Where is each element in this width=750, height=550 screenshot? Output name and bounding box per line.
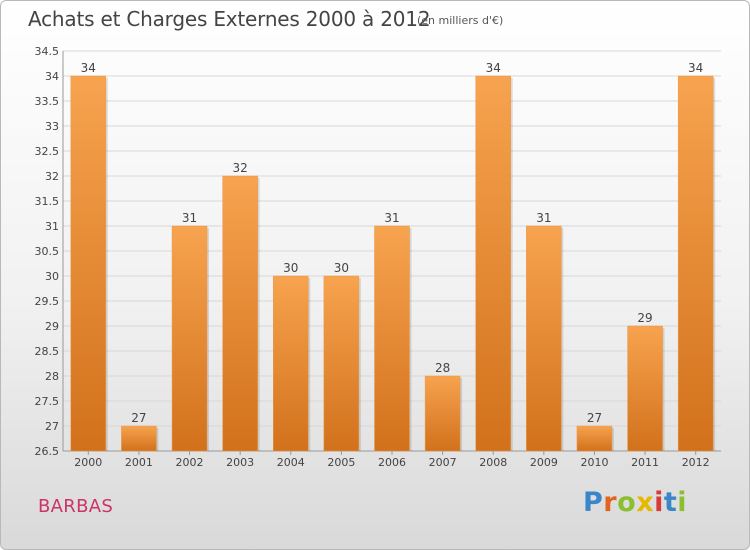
y-tick-label: 31.5 (35, 195, 60, 208)
data-label: 31 (182, 211, 197, 225)
commune-name: BARBAS (38, 496, 114, 517)
x-tick-label: 2008 (479, 456, 507, 469)
bar-2012 (677, 75, 714, 452)
y-tick-label: 28 (45, 370, 59, 383)
y-tick-label: 31 (45, 220, 59, 233)
x-tick-label: 2010 (580, 456, 608, 469)
y-tick-label: 30.5 (35, 245, 60, 258)
x-tick-label: 2002 (176, 456, 204, 469)
y-tick-label: 34.5 (35, 45, 60, 58)
y-tick-label: 34 (45, 70, 59, 83)
bar-2009 (526, 225, 562, 452)
bar-2005 (323, 275, 360, 452)
proxiti-logo[interactable]: Proxiti (583, 487, 687, 518)
bar-2010 (576, 425, 613, 452)
y-tick-label: 30 (45, 270, 59, 283)
logo-letter: i (654, 487, 664, 518)
y-tick-label: 28.5 (35, 345, 60, 358)
bar-2001 (121, 425, 157, 452)
x-tick-label: 2004 (277, 456, 305, 469)
logo-letter: t (663, 487, 678, 518)
x-tick-label: 2007 (429, 456, 457, 469)
bar-2003 (222, 175, 258, 452)
data-label: 34 (688, 61, 703, 75)
data-label: 29 (637, 311, 652, 325)
bar-2006 (374, 225, 410, 452)
chart-subtitle: (en milliers d'€) (417, 14, 504, 27)
data-label: 34 (486, 61, 501, 75)
logo-letter: i (677, 487, 688, 518)
data-label: 31 (384, 211, 399, 225)
y-tick-label: 29 (45, 320, 59, 333)
y-tick-label: 32.5 (35, 145, 60, 158)
data-label: 30 (334, 261, 349, 275)
x-tick-label: 2003 (226, 456, 254, 469)
data-label: 27 (131, 411, 146, 425)
x-tick-label: 2005 (327, 456, 355, 469)
x-tick-label: 2011 (631, 456, 659, 469)
y-tick-label: 29.5 (35, 295, 60, 308)
y-tick-label: 27 (45, 420, 59, 433)
y-tick-label: 27.5 (35, 395, 60, 408)
data-label: 34 (81, 61, 96, 75)
bar-2004 (273, 275, 309, 452)
logo-letter: x (636, 487, 655, 518)
data-label: 31 (536, 211, 551, 225)
data-label: 28 (435, 361, 450, 375)
data-label: 32 (233, 161, 248, 175)
x-tick-label: 2006 (378, 456, 406, 469)
logo-letter: r (603, 487, 618, 518)
logo-letter: o (617, 487, 637, 518)
bar-2008 (475, 75, 511, 452)
y-tick-label: 26.5 (35, 445, 60, 458)
y-tick-label: 33.5 (35, 95, 60, 108)
bar-2002 (171, 225, 208, 452)
data-label: 27 (587, 411, 602, 425)
bar-2007 (424, 375, 461, 452)
y-tick-label: 33 (45, 120, 59, 133)
x-tick-label: 2012 (682, 456, 710, 469)
bar-2011 (627, 325, 663, 452)
y-axis: 26.5 27 27.5 28 28.5 29 29.5 30 30.5 31 31.5 32 32.5… (35, 45, 721, 458)
bar-2000 (70, 75, 107, 452)
y-tick-label: 32 (45, 170, 59, 183)
x-tick-label: 2001 (125, 456, 153, 469)
x-tick-label: 2000 (74, 456, 102, 469)
data-label: 30 (283, 261, 298, 275)
x-tick-label: 2009 (530, 456, 558, 469)
logo-letter: P (583, 487, 604, 518)
chart-title: Achats et Charges Externes 2000 à 2012 (28, 7, 431, 31)
bars: 34 27 31 32 30 30 31 28 34 31 27 29 34 (70, 61, 716, 452)
x-axis: 2000 2001 2002 2003 2004 2005 2006 2007 2008 2009… (74, 451, 710, 469)
